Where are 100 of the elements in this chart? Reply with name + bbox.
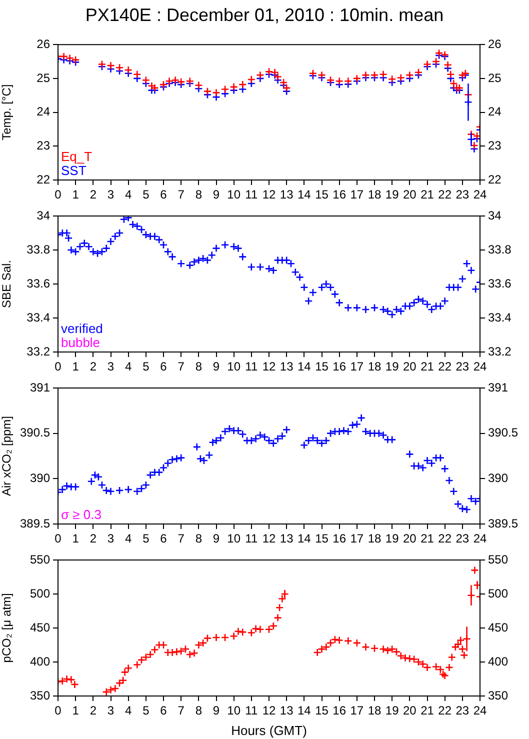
y-tick-label: 33.4 [26, 310, 50, 324]
point [432, 57, 440, 66]
x-tick-label: 3 [107, 360, 114, 374]
point [98, 60, 106, 68]
y2-tick-label: 400 [488, 654, 508, 668]
x-tick-label: 21 [420, 704, 434, 718]
point [194, 81, 203, 90]
x-tick-label: 20 [402, 704, 417, 718]
x-tick-label: 0 [54, 532, 62, 546]
x-tick-label: 22 [438, 188, 452, 202]
point [344, 77, 352, 86]
y-axis-title: Air xCO₂ [ppm] [0, 416, 14, 496]
y-tick-label: 350 [30, 688, 50, 702]
x-tick-label: 23 [456, 188, 470, 202]
x-tick-label: 0 [54, 704, 62, 718]
x-tick-label: 8 [195, 360, 202, 374]
x-tick-label: 1 [72, 360, 80, 374]
x-tick-label: 8 [195, 532, 202, 546]
y2-tick-label: 33.2 [488, 344, 512, 358]
text: Eq_T [61, 149, 92, 164]
x-tick-label: 1 [72, 188, 80, 202]
x-tick-label: 18 [368, 188, 382, 202]
x-tick-label: 23 [456, 532, 470, 546]
x-tick-label: 6 [160, 360, 168, 374]
x-tick-label: 7 [178, 704, 185, 718]
x-tick-label: 12 [262, 532, 276, 546]
x-tick-label: 4 [124, 704, 132, 718]
point [414, 68, 423, 77]
x-tick-label: 10 [227, 532, 241, 546]
point [444, 60, 452, 70]
y2-tick-label: 350 [488, 688, 508, 702]
y2-tick-label: 23 [488, 138, 502, 152]
point [132, 70, 142, 79]
y2-tick-label: 26 [488, 36, 502, 51]
point [186, 77, 194, 86]
y2-tick-label: 33.8 [488, 242, 512, 256]
x-tick-label: 14 [297, 704, 312, 718]
x-tick-label: 5 [142, 704, 150, 718]
x-tick-label: 7 [178, 188, 185, 202]
y-axis-title: SBE Sal. [0, 260, 14, 308]
x-tick-label: 8 [195, 704, 202, 718]
y-tick-label: 24 [36, 104, 50, 119]
x-tick-label: 19 [385, 532, 400, 546]
y2-tick-label: 391 [488, 380, 508, 394]
x-tick-label: 2 [90, 532, 97, 546]
x-tick-label: 22 [438, 532, 452, 546]
y-tick-label: 390 [30, 470, 50, 485]
annotation: σ ≥ 0.3 [61, 507, 102, 522]
point [264, 68, 274, 76]
y2-tick-label: 33.6 [488, 276, 512, 290]
x-tick-label: 4 [124, 532, 132, 546]
x-tick-label: 13 [280, 532, 294, 546]
point [352, 74, 362, 83]
point [150, 84, 159, 92]
x-tick-label: 21 [420, 532, 434, 546]
x-tick-label: 1 [72, 532, 80, 546]
x-axis-title: Hours (GMT) [231, 722, 307, 738]
x-tick-label: 4 [124, 360, 132, 374]
x-tick-label: 6 [160, 188, 168, 202]
x-tick-label: 19 [385, 188, 400, 202]
x-tick-label: 13 [280, 188, 294, 202]
x-tick-label: 2 [90, 704, 97, 718]
x-tick-label: 14 [297, 532, 312, 546]
x-tick-label: 20 [402, 188, 417, 202]
x-tick-label: 4 [124, 188, 132, 202]
x-tick-label: 5 [142, 532, 150, 546]
x-tick-label: 10 [227, 704, 241, 718]
y2-tick-label: 24 [488, 104, 502, 119]
x-tick-label: 17 [350, 532, 364, 546]
y2-tick-label: 500 [488, 586, 508, 600]
x-tick-label: 24 [473, 704, 487, 718]
point [318, 70, 326, 80]
point [326, 76, 335, 84]
y-tick-label: 389.5 [20, 516, 50, 530]
text: verified [61, 321, 103, 336]
x-tick-label: 12 [262, 704, 276, 718]
point [270, 68, 279, 77]
x-tick-label: 9 [212, 188, 220, 202]
point [379, 70, 388, 79]
x-tick-label: 15 [315, 360, 329, 374]
x-tick-label: 15 [315, 188, 329, 202]
x-tick-label: 11 [245, 360, 258, 374]
x-tick-label: 10 [227, 360, 241, 374]
x-tick-label: 21 [420, 188, 434, 202]
x-tick-label: 5 [142, 188, 150, 202]
x-tick-label: 16 [332, 360, 346, 374]
point [308, 69, 318, 78]
x-tick-label: 21 [420, 360, 434, 374]
annotation: bubble [61, 335, 100, 350]
point [247, 75, 256, 84]
x-tick-label: 20 [402, 532, 417, 546]
y2-tick-label: 22 [488, 172, 502, 186]
point [165, 77, 174, 86]
x-tick-label: 7 [178, 532, 185, 546]
x-tick-label: 20 [402, 360, 417, 374]
point [159, 80, 168, 89]
point [212, 88, 220, 97]
x-tick-label: 24 [473, 360, 487, 374]
x-tick-label: 24 [473, 532, 487, 546]
x-tick-label: 10 [227, 188, 241, 202]
